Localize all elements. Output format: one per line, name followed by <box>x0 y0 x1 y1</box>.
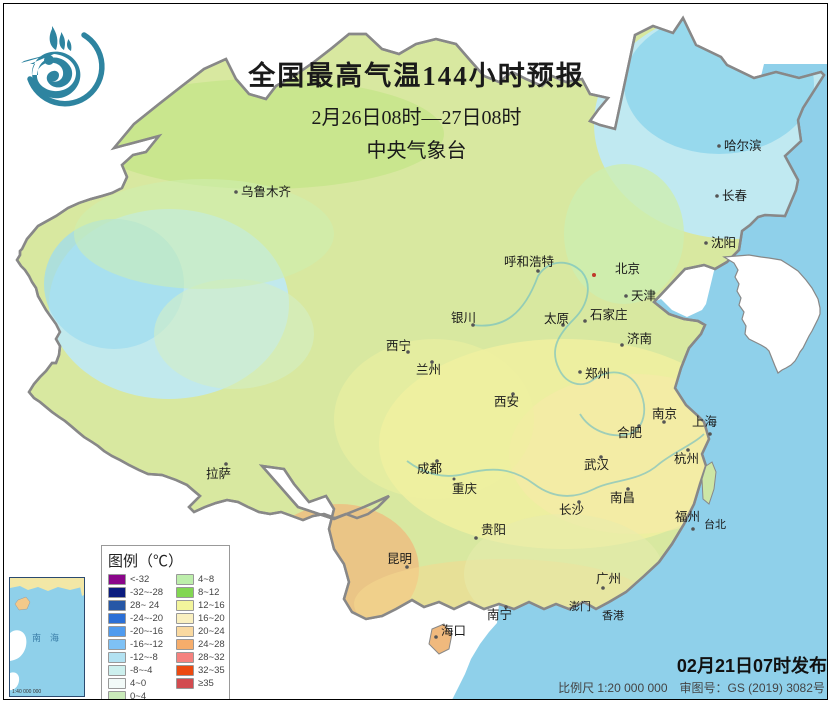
svg-text:兰州: 兰州 <box>416 363 441 377</box>
svg-text:南 海: 南 海 <box>32 632 59 643</box>
svg-text:杭州: 杭州 <box>674 451 699 466</box>
svg-text:合肥: 合肥 <box>617 425 643 440</box>
svg-text:呼和浩特: 呼和浩特 <box>504 254 554 269</box>
svg-text:重庆: 重庆 <box>452 481 478 496</box>
svg-text:西宁: 西宁 <box>386 338 411 353</box>
svg-text:台北: 台北 <box>704 517 726 531</box>
svg-text:南昌: 南昌 <box>610 490 635 505</box>
svg-text:福州: 福州 <box>675 509 700 524</box>
svg-text:长春: 长春 <box>722 189 748 203</box>
svg-text:郑州: 郑州 <box>585 366 610 381</box>
svg-text:贵阳: 贵阳 <box>481 523 506 537</box>
svg-text:西安: 西安 <box>494 394 519 409</box>
svg-text:沈阳: 沈阳 <box>711 235 736 250</box>
svg-text:银川: 银川 <box>451 311 476 325</box>
svg-text:太原: 太原 <box>544 311 569 326</box>
svg-text:海口: 海口 <box>441 623 466 638</box>
svg-text:拉萨: 拉萨 <box>206 466 231 481</box>
svg-text:南宁: 南宁 <box>487 607 512 622</box>
svg-text:香港: 香港 <box>602 609 624 622</box>
svg-text:济南: 济南 <box>627 331 652 346</box>
svg-text:1:40 000 000: 1:40 000 000 <box>12 689 41 695</box>
svg-text:上海: 上海 <box>692 414 718 429</box>
svg-text:北京: 北京 <box>615 262 640 276</box>
svg-text:乌鲁木齐: 乌鲁木齐 <box>241 184 292 199</box>
svg-text:石家庄: 石家庄 <box>590 307 628 322</box>
svg-text:广州: 广州 <box>596 572 621 586</box>
svg-text:南京: 南京 <box>652 406 677 421</box>
svg-text:澎门: 澎门 <box>569 599 591 613</box>
svg-text:天津: 天津 <box>631 289 656 303</box>
svg-text:长沙: 长沙 <box>559 503 585 517</box>
svg-text:昆明: 昆明 <box>387 552 412 566</box>
svg-text:武汉: 武汉 <box>584 458 610 472</box>
svg-text:成都: 成都 <box>417 462 443 476</box>
